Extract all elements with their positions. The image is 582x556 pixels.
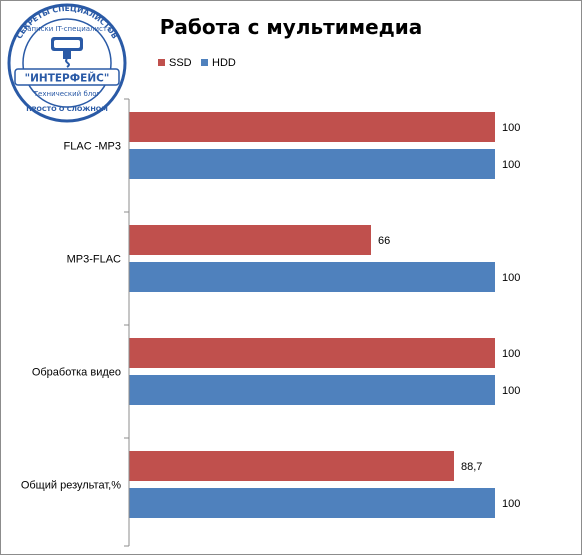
category-axis: FLAC -MP3 MP3-FLAC Обработка видео Общий ре…	[21, 98, 130, 547]
logo-seal: СЕКРЕТЫ СПЕЦИАЛИСТОВ Записки IT-специали…	[7, 3, 127, 123]
legend-swatch-ssd	[158, 59, 165, 66]
category-label-0: FLAC -MP3	[64, 141, 121, 153]
logo-banner	[14, 68, 120, 86]
data-label-ssd-0: 100	[502, 122, 520, 134]
data-label-hdd-2: 100	[502, 385, 520, 397]
category-label-1: MP3-FLAC	[67, 254, 121, 266]
plug-icon	[51, 37, 83, 68]
legend: SSD HDD	[158, 57, 236, 69]
legend-swatch-hdd	[201, 59, 208, 66]
bar-ssd-0	[129, 112, 495, 142]
bar-hdd-0	[129, 149, 495, 179]
logo-ring-sub-text: Записки IT-специалиста	[23, 25, 112, 33]
category-label-3: Общий результат,%	[21, 480, 121, 492]
data-label-ssd-3: 88,7	[461, 461, 482, 473]
data-label-hdd-3: 100	[502, 498, 520, 510]
data-label-hdd-0: 100	[502, 159, 520, 171]
logo-ring-slogan-text: ПРОСТО О СЛОЖНОМ	[26, 105, 108, 113]
data-label-ssd-1: 66	[378, 235, 390, 247]
bar-hdd-3	[129, 488, 495, 518]
legend-label-hdd: HDD	[212, 57, 236, 69]
bar-ssd-3	[129, 451, 454, 481]
data-label-ssd-2: 100	[502, 348, 520, 360]
bars: 100 100 66 100 100 100 88,7 100	[129, 112, 520, 518]
bar-ssd-2	[129, 338, 495, 368]
chart-title: Работа с мультимедиа	[160, 15, 423, 39]
category-label-2: Обработка видео	[32, 367, 121, 379]
logo-inner-ring	[22, 18, 112, 108]
bar-hdd-1	[129, 262, 495, 292]
bar-hdd-2	[129, 375, 495, 405]
data-label-hdd-1: 100	[502, 272, 520, 284]
logo-brand-text: "ИНТЕРФЕЙС"	[25, 72, 110, 85]
legend-label-ssd: SSD	[169, 57, 192, 69]
bar-ssd-1	[129, 225, 371, 255]
logo-ring-bottom-text: Технический блог	[33, 90, 101, 98]
